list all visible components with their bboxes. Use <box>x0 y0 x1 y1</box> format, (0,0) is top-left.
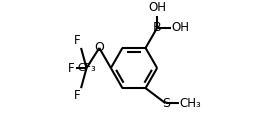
Text: O: O <box>94 42 104 54</box>
Text: F: F <box>74 89 80 102</box>
Text: OH: OH <box>148 2 166 15</box>
Text: B: B <box>153 21 161 34</box>
Text: CH₃: CH₃ <box>180 97 202 110</box>
Text: S: S <box>162 97 170 110</box>
Text: F: F <box>68 62 75 75</box>
Text: OH: OH <box>171 21 189 34</box>
Text: CF₃: CF₃ <box>77 63 96 73</box>
Text: F: F <box>74 34 80 47</box>
